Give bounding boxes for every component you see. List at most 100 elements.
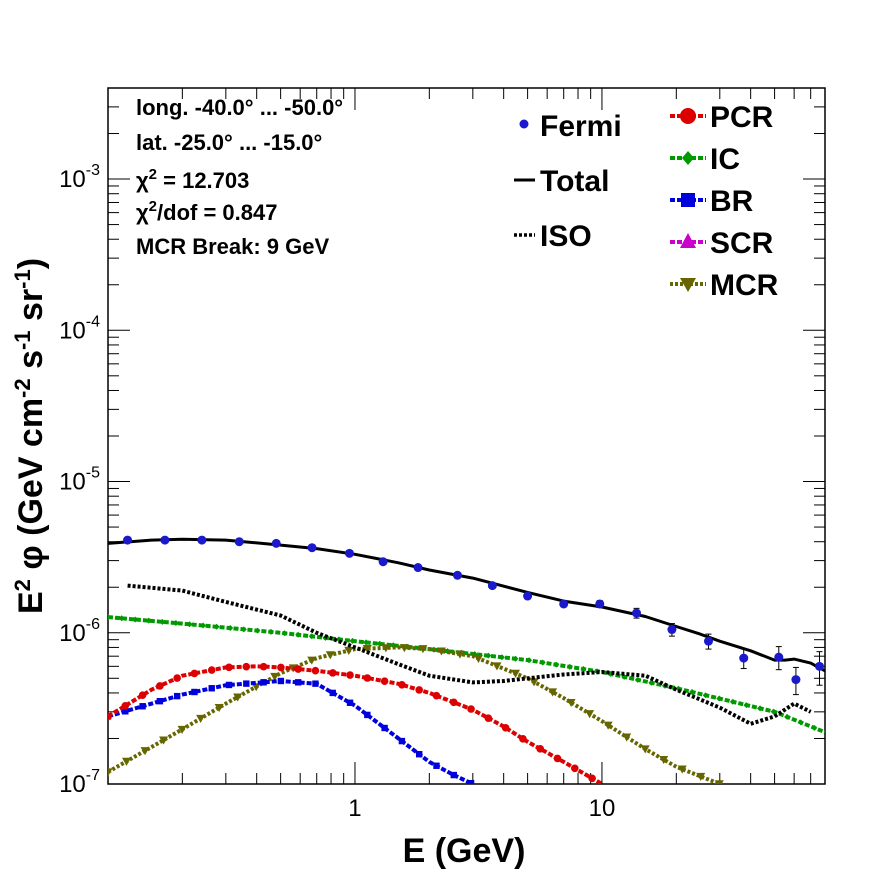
legend-pcr-marker <box>680 108 696 124</box>
legend-pcr-label: PCR <box>710 101 774 134</box>
chi2dof-symbol: χ <box>136 200 149 225</box>
ic-point <box>376 640 383 647</box>
ylabel-b: 2 <box>10 579 35 591</box>
x-tick-label: 1 <box>348 795 361 822</box>
br-point <box>312 680 319 687</box>
ylabel-e: s <box>12 350 50 378</box>
fermi-point <box>160 535 170 545</box>
fermi-point <box>667 625 677 635</box>
pcr-point <box>449 698 458 707</box>
ic-point <box>172 620 179 627</box>
br-point <box>173 692 181 700</box>
ic-point <box>512 655 519 662</box>
ic-point <box>240 626 247 633</box>
ic-point <box>132 616 139 623</box>
ic-point <box>648 679 655 686</box>
pcr-point <box>173 674 181 682</box>
mcr-point <box>696 772 706 781</box>
y-tick-label: 10-5 <box>59 465 100 496</box>
mcr-point <box>436 647 446 656</box>
pcr-point <box>398 680 406 689</box>
mcr-point <box>492 662 502 671</box>
br-point <box>277 677 285 685</box>
pcr-point <box>519 735 527 743</box>
ylabel-d: -2 <box>10 378 35 398</box>
mcr-point <box>122 757 132 766</box>
mcr-point <box>344 646 354 656</box>
mcr-line <box>108 645 721 784</box>
legend-ic-marker <box>682 151 694 165</box>
ic-point <box>797 719 804 726</box>
y-axis-label: E2 φ (GeV cm-2 s-1 sr-1) <box>10 258 50 614</box>
series-group <box>108 537 825 784</box>
fermi-point <box>413 563 423 573</box>
info-longitude: long. -40.0° ... -50.0° <box>136 95 343 120</box>
mcr-point <box>381 644 391 653</box>
fermi-point <box>632 608 642 618</box>
chi2-value: = 12.703 <box>157 168 249 193</box>
br-point <box>156 697 164 705</box>
ylabel-i: ) <box>12 258 50 269</box>
pcr-point <box>259 662 268 671</box>
mcr-point <box>603 721 613 730</box>
fermi-point <box>703 636 713 646</box>
y-tick-label: 10-4 <box>59 313 100 344</box>
ic-point <box>784 713 791 720</box>
pcr-point <box>294 665 302 673</box>
pcr-point <box>380 677 389 686</box>
mcr-point <box>511 669 521 678</box>
pcr-point <box>108 712 112 721</box>
mcr-point <box>196 714 206 724</box>
y-tick-label: 10-3 <box>59 162 100 193</box>
pcr-point <box>553 754 562 763</box>
mcr-point <box>362 645 372 654</box>
mcr-point <box>399 644 409 653</box>
mcr-point <box>659 755 669 765</box>
fermi-point <box>523 591 533 601</box>
ic-point <box>186 621 193 628</box>
info-block: long. -40.0° ... -50.0° lat. -25.0° ... … <box>136 95 343 259</box>
mcr-point <box>566 698 576 708</box>
fermi-point <box>774 652 784 662</box>
ic-point <box>811 724 818 731</box>
mcr-point <box>159 736 169 745</box>
chi2dof-value: /dof = 0.847 <box>157 200 277 225</box>
ic-point <box>200 622 207 629</box>
ic-point <box>498 654 505 661</box>
pcr-point <box>242 662 251 671</box>
ylabel-f: -1 <box>10 330 35 350</box>
ic-point <box>268 628 275 635</box>
info-chi2dof: χ2/dof = 0.847 <box>136 198 277 225</box>
pcr-point <box>138 691 147 700</box>
chi2dof-sup: 2 <box>149 198 157 215</box>
pcr-point <box>225 663 233 672</box>
ic-point <box>539 659 546 666</box>
ic-point <box>254 627 261 634</box>
br-point <box>329 689 336 697</box>
fermi-point <box>814 661 824 671</box>
ic-point <box>770 708 777 715</box>
legend-total-label: Total <box>540 165 609 198</box>
legend-fermi-marker <box>519 119 529 129</box>
pcr-point <box>207 666 216 674</box>
mcr-point <box>548 688 558 697</box>
br-point <box>450 771 457 779</box>
mcr-point <box>455 650 465 659</box>
mcr-point <box>270 672 280 682</box>
x-axis-label: E (GeV) <box>403 832 526 870</box>
pcr-point <box>415 686 423 694</box>
br-point <box>294 679 302 686</box>
ic-point <box>159 618 166 625</box>
legend-iso-label: ISO <box>540 220 592 253</box>
fermi-point <box>197 535 207 545</box>
pcr-point <box>588 774 596 783</box>
axis-ticks: 1 10 10-7 10-6 10-5 10-4 10-3 <box>59 87 826 822</box>
mcr-point <box>325 651 335 660</box>
ic-point <box>295 631 302 638</box>
br-point <box>433 762 440 769</box>
fermi-point <box>595 599 605 609</box>
ic-point <box>743 702 750 709</box>
ylabel-h: -1 <box>10 269 35 289</box>
ic-line <box>108 615 825 735</box>
ylabel-c: φ (GeV cm <box>12 398 50 579</box>
